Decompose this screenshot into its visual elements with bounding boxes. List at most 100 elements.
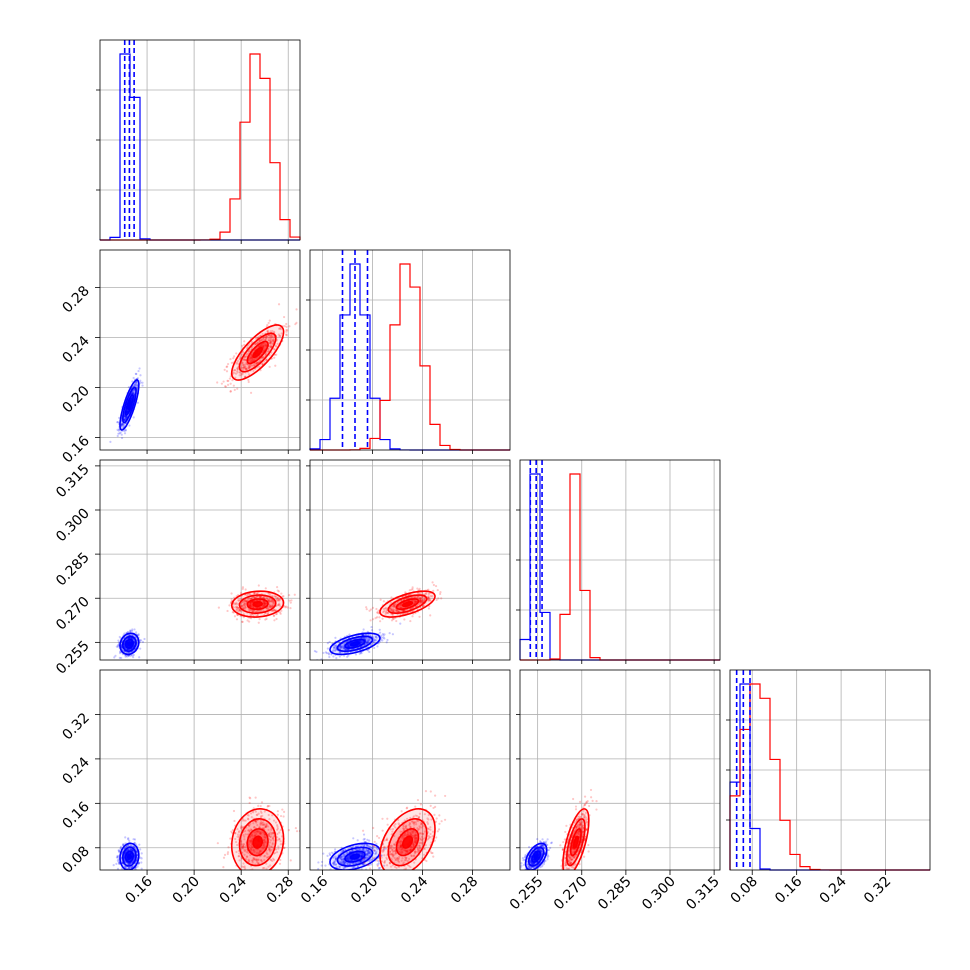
sample-point-red [269, 599, 272, 603]
sample-point-red [399, 830, 402, 833]
sample-point-blue [359, 651, 362, 654]
sample-point-blue [115, 645, 118, 648]
marginal-panel-1 [309, 249, 511, 451]
sample-point-red [274, 595, 277, 598]
sample-point-red [276, 839, 279, 842]
sample-point-blue [124, 417, 127, 420]
sample-point-red [255, 858, 258, 861]
sample-point-red [249, 605, 253, 608]
sample-point-blue [117, 874, 119, 876]
sample-point-blue [140, 852, 143, 855]
sample-point-red [260, 338, 263, 341]
sample-point-blue [342, 849, 345, 852]
sample-point-red [237, 599, 240, 602]
sample-point-red [229, 390, 232, 393]
sample-point-red [247, 349, 250, 353]
sample-point-red [251, 846, 254, 849]
sample-point-red [263, 336, 266, 339]
sample-point-blue [354, 848, 357, 852]
contour-blue [126, 853, 132, 860]
sample-point-blue [135, 380, 138, 384]
sample-point-red [248, 824, 251, 827]
sample-point-blue [347, 858, 350, 861]
sample-point-red [271, 837, 274, 840]
sample-point-red [419, 598, 422, 601]
sample-point-red [419, 841, 423, 844]
sample-point-blue [385, 641, 388, 644]
sample-point-red [276, 589, 279, 592]
sample-point-blue [129, 848, 132, 851]
sample-point-red [270, 600, 273, 603]
sample-point-red [384, 612, 387, 615]
sample-point-red [413, 861, 416, 864]
sample-point-blue [332, 648, 335, 651]
sample-point-blue [368, 845, 371, 848]
sample-point-red [423, 598, 426, 601]
sample-point-red [256, 613, 260, 617]
sample-point-blue [120, 422, 124, 426]
sample-point-blue [116, 428, 119, 431]
contour-red [252, 346, 263, 359]
sample-point-red [261, 345, 265, 348]
sample-point-red [270, 832, 273, 835]
sample-point-red [410, 848, 413, 851]
sample-point-blue [119, 846, 122, 849]
sample-point-blue [128, 839, 131, 842]
sample-point-red [393, 853, 396, 856]
sample-point-blue [121, 422, 124, 425]
sample-point-red [409, 822, 412, 826]
sample-point-red [249, 602, 253, 605]
sample-point-blue [371, 846, 374, 849]
sample-point-blue [327, 652, 330, 655]
sample-point-red [266, 825, 270, 828]
sample-point-blue [129, 654, 132, 657]
sample-point-blue [324, 864, 327, 867]
sample-point-blue [322, 651, 325, 655]
sample-point-blue [133, 871, 135, 873]
sample-point-red [260, 362, 264, 365]
sample-point-red [241, 372, 244, 375]
sample-point-red [260, 821, 263, 824]
sample-point-blue [376, 848, 379, 851]
sample-point-red [384, 607, 387, 610]
sample-point-red [243, 599, 246, 603]
sample-point-red [404, 826, 407, 829]
sample-point-red [285, 334, 288, 337]
sample-point-red [268, 319, 271, 322]
sample-point-red [267, 828, 270, 832]
sample-point-red [383, 854, 386, 857]
sample-point-red [256, 341, 259, 345]
sample-point-red [409, 596, 412, 599]
sample-point-red [422, 598, 425, 602]
sample-point-red [431, 581, 434, 584]
sample-point-red [425, 592, 428, 595]
sample-point-red [264, 337, 267, 340]
sample-point-blue [362, 628, 365, 631]
sample-point-blue [382, 848, 386, 851]
sample-point-red [259, 810, 263, 813]
sample-point-red [235, 608, 239, 611]
sample-point-blue [334, 649, 337, 652]
sample-point-red [371, 618, 375, 621]
sample-point-red [249, 854, 252, 857]
sample-point-red [236, 606, 239, 610]
sample-point-red [251, 610, 254, 613]
sample-point-blue [375, 842, 378, 845]
sample-point-red [270, 848, 273, 852]
sample-point-red [421, 599, 424, 602]
sample-point-blue [121, 423, 124, 426]
sample-point-red [262, 338, 265, 341]
sample-point-red [256, 361, 259, 364]
sample-point-red [249, 602, 252, 605]
sample-point-red [262, 337, 265, 340]
sample-point-red [395, 609, 398, 612]
sample-point-red [285, 333, 288, 336]
sample-point-red [226, 852, 229, 856]
sample-point-red [253, 850, 256, 854]
sample-point-red [362, 829, 365, 832]
sample-point-red [258, 365, 261, 368]
sample-point-red [429, 595, 432, 598]
sample-point-red [403, 834, 406, 837]
sample-point-blue [118, 862, 121, 866]
sample-point-blue [118, 850, 121, 853]
